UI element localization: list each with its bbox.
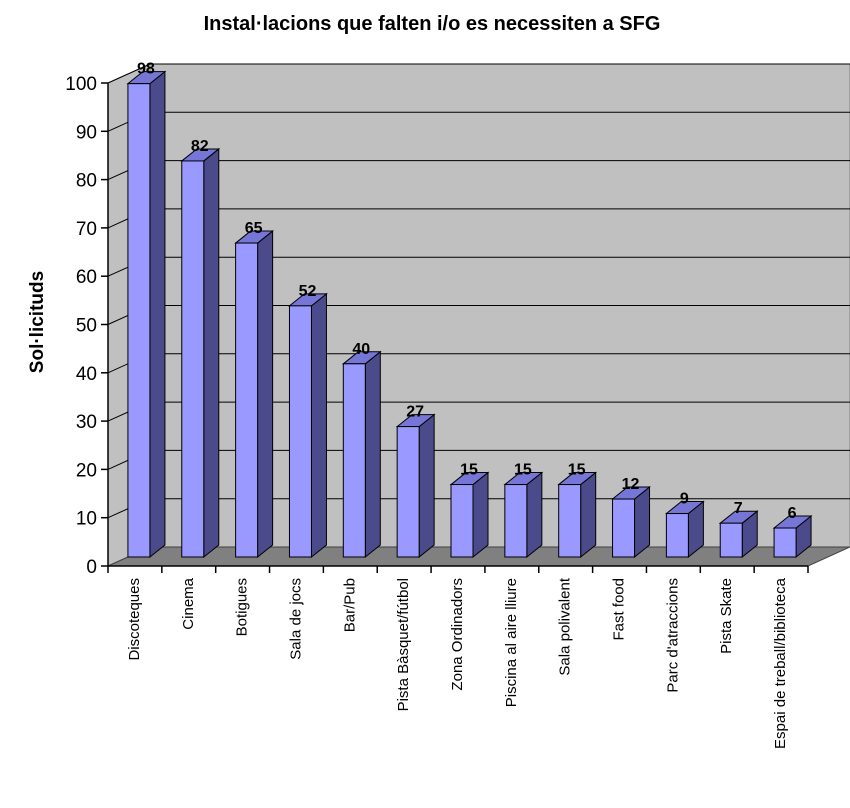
- bar-front: [504, 484, 528, 558]
- plot-area: 0 10 20 30 40 50 60 70 80 90 100 98 82 65 52 40 27 15 15 15…: [65, 61, 850, 749]
- data-label: 65: [245, 220, 263, 237]
- bar: [772, 514, 813, 559]
- x-tick-label: Botigues: [234, 578, 251, 636]
- y-tick-label: 30: [76, 412, 97, 433]
- x-tick-label: Espai de treball/biblioteca: [772, 577, 789, 749]
- bar-side: [149, 70, 166, 559]
- gridline-side: [107, 63, 151, 84]
- bar-side: [580, 471, 597, 559]
- x-tick-label: Piscina al aire lliure: [503, 578, 520, 707]
- bar: [234, 230, 275, 559]
- y-tick-label: 40: [76, 364, 97, 385]
- bar-side: [418, 413, 435, 559]
- x-tick-label: Parc d'atraccions: [664, 578, 681, 693]
- x-tick-label: Fast food: [611, 578, 628, 641]
- bar-front: [288, 305, 312, 558]
- bar-front: [127, 83, 151, 558]
- data-label: 7: [734, 500, 743, 517]
- bar-front: [558, 484, 582, 558]
- data-label: 98: [137, 61, 155, 78]
- data-label: 12: [622, 476, 640, 493]
- data-label: 52: [299, 283, 317, 300]
- data-label: 40: [352, 341, 370, 358]
- y-tick-label: 80: [76, 171, 97, 192]
- bar-side: [472, 471, 489, 559]
- y-tick-label: 20: [76, 460, 97, 481]
- bar-side: [310, 292, 327, 559]
- bar-side: [203, 147, 220, 559]
- data-label: 27: [406, 404, 424, 421]
- bar: [503, 471, 544, 559]
- bar-front: [450, 484, 474, 558]
- bar-front: [719, 522, 743, 558]
- y-axis-label: Sol·licituds: [27, 271, 48, 373]
- bar-front: [773, 527, 797, 558]
- bar: [341, 350, 382, 559]
- bar: [611, 485, 651, 559]
- data-label: 15: [460, 462, 478, 479]
- x-tick-label: Pista Skate: [718, 578, 735, 654]
- bar-front: [612, 498, 636, 558]
- bar-front: [342, 363, 366, 558]
- data-label: 9: [680, 491, 689, 508]
- bar: [126, 70, 167, 559]
- x-tick-label: Zona Ordinadors: [449, 578, 466, 691]
- y-tick-label: 60: [76, 267, 97, 288]
- x-tick-label: Cinema: [180, 577, 197, 629]
- y-tick-label: 100: [65, 74, 97, 95]
- bar-front: [181, 160, 205, 558]
- data-label: 15: [568, 462, 586, 479]
- data-label: 82: [191, 138, 209, 155]
- y-tick-label: 0: [86, 557, 97, 578]
- bar: [395, 413, 436, 559]
- bar-side: [526, 471, 543, 559]
- x-tick-label: Bar/Pub: [341, 578, 358, 632]
- x-tick-label: Discoteques: [126, 578, 143, 661]
- x-tick-label: Sala polivalent: [557, 577, 574, 675]
- chart-title: Instal·lacions que falten i/o es necessi…: [204, 13, 661, 35]
- y-tick-label: 10: [76, 509, 97, 530]
- y-tick-label: 50: [76, 316, 97, 337]
- bar: [180, 147, 221, 559]
- bar-side: [364, 350, 381, 559]
- bar: [449, 471, 490, 559]
- data-label: 15: [514, 462, 532, 479]
- bar: [557, 471, 598, 559]
- bar: [288, 292, 328, 559]
- x-tick-label: Pista Bàsquet/fútbol: [395, 578, 412, 711]
- data-label: 6: [788, 505, 797, 522]
- bar: [664, 500, 705, 559]
- bar-front: [235, 242, 259, 558]
- y-tick-label: 90: [76, 122, 97, 143]
- y-tick-label: 70: [76, 219, 97, 240]
- bar-side: [257, 230, 274, 559]
- bar-front: [665, 513, 689, 558]
- bar-front: [396, 426, 420, 558]
- bar: [718, 510, 759, 559]
- x-tick-label: Sala de jocs: [287, 578, 304, 660]
